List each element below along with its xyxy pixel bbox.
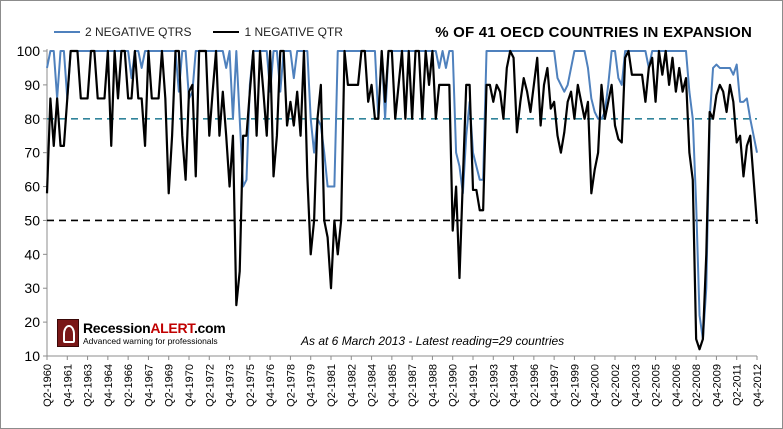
x-tick-label: Q2-1993	[488, 364, 500, 407]
logo-name: RecessionALERT.com	[83, 320, 226, 336]
x-tick-label: Q4-1994	[509, 364, 521, 407]
x-tick-label: Q2-1969	[164, 364, 176, 407]
x-tick-label: Q4-1982	[346, 364, 358, 407]
y-tick-label: 20	[24, 314, 40, 330]
x-tick-label: Q2-1972	[204, 364, 216, 407]
x-tick-label: Q2-2002	[610, 364, 622, 407]
x-tick-label: Q4-2003	[630, 364, 642, 407]
x-tick-label: Q4-1970	[184, 364, 196, 407]
x-tick-label: Q4-2012	[752, 364, 764, 407]
logo-name-red: ALERT	[150, 320, 194, 336]
x-tick-label: Q4-1997	[549, 364, 561, 407]
x-tick-label: Q2-2011	[732, 364, 744, 406]
x-tick-label: Q2-1987	[407, 364, 419, 407]
reference-lines	[47, 117, 757, 222]
y-tick-label: 30	[24, 280, 40, 296]
y-tick-label: 60	[24, 179, 40, 195]
x-tick-label: Q2-1981	[326, 364, 338, 407]
x-tick-label: Q4-1991	[468, 364, 480, 407]
legend-swatch-2q	[54, 31, 80, 33]
x-tick-label: Q2-1975	[245, 364, 257, 407]
x-tick-label: Q4-1967	[143, 364, 155, 407]
y-tick-label: 70	[24, 145, 40, 161]
x-tick-label: Q4-1973	[225, 364, 237, 407]
legend-label-1q: 1 NEGATIVE QTR	[244, 25, 343, 39]
x-tick-label: Q2-1990	[448, 364, 460, 407]
y-tick-label: 80	[24, 111, 40, 127]
legend-item-1q: 1 NEGATIVE QTR	[213, 25, 343, 39]
x-tick-label: Q4-1988	[427, 364, 439, 407]
y-tick-label: 10	[24, 348, 40, 364]
x-tick-label: Q4-1964	[103, 364, 115, 407]
legend-label-2q: 2 NEGATIVE QTRS	[85, 25, 192, 39]
knight-logo-icon	[57, 319, 79, 347]
y-tick-label: 50	[24, 212, 40, 228]
x-tick-label: Q2-2008	[691, 364, 703, 407]
legend-swatch-1q	[213, 31, 240, 33]
x-tick-label: Q4-1976	[265, 364, 277, 407]
logo-tagline: Advanced warning for professionals	[83, 336, 218, 346]
footnote: As at 6 March 2013 - Latest reading=29 c…	[301, 334, 565, 348]
chart-title: % OF 41 OECD COUNTRIES IN EXPANSION	[435, 24, 752, 41]
x-tick-label: Q4-1985	[387, 364, 399, 407]
legend: 2 NEGATIVE QTRS 1 NEGATIVE QTR	[54, 25, 343, 39]
recessionalert-logo: RecessionALERT.com Advanced warning for …	[57, 319, 226, 347]
series-line-1	[45, 49, 759, 351]
legend-item-2q: 2 NEGATIVE QTRS	[54, 25, 191, 39]
x-tick-label: Q2-1996	[529, 364, 541, 407]
x-tick-label: Q4-1979	[306, 364, 318, 407]
x-tick-label: Q2-1984	[367, 364, 379, 407]
tick-labels: 10 20 30 40 50 60 70 80 90 100 Q2-1960 Q4-1961 Q2-19…	[17, 43, 764, 407]
logo-text: RecessionALERT.com Advanced warning for …	[83, 320, 226, 346]
x-tick-label: Q4-2000	[590, 364, 602, 407]
x-tick-label: Q2-1978	[285, 364, 297, 407]
y-tick-label: 100	[17, 43, 41, 59]
x-tick-label: Q2-1999	[569, 364, 581, 407]
axis-layer	[43, 49, 758, 360]
logo-name-black: Recession	[83, 320, 151, 336]
series-layer	[45, 49, 759, 351]
x-tick-label: Q4-2009	[711, 364, 723, 407]
x-tick-label: Q2-1960	[42, 364, 54, 407]
x-tick-label: Q2-1966	[123, 364, 135, 407]
x-tick-label: Q4-2006	[671, 364, 683, 407]
x-tick-label: Q2-2005	[651, 364, 663, 407]
y-tick-label: 90	[24, 77, 40, 93]
x-tick-label: Q4-1961	[62, 364, 74, 407]
logo-name-suffix: .com	[193, 320, 226, 336]
series-line-0	[46, 50, 758, 341]
y-tick-label: 40	[24, 246, 40, 262]
x-tick-label: Q2-1963	[83, 364, 95, 407]
